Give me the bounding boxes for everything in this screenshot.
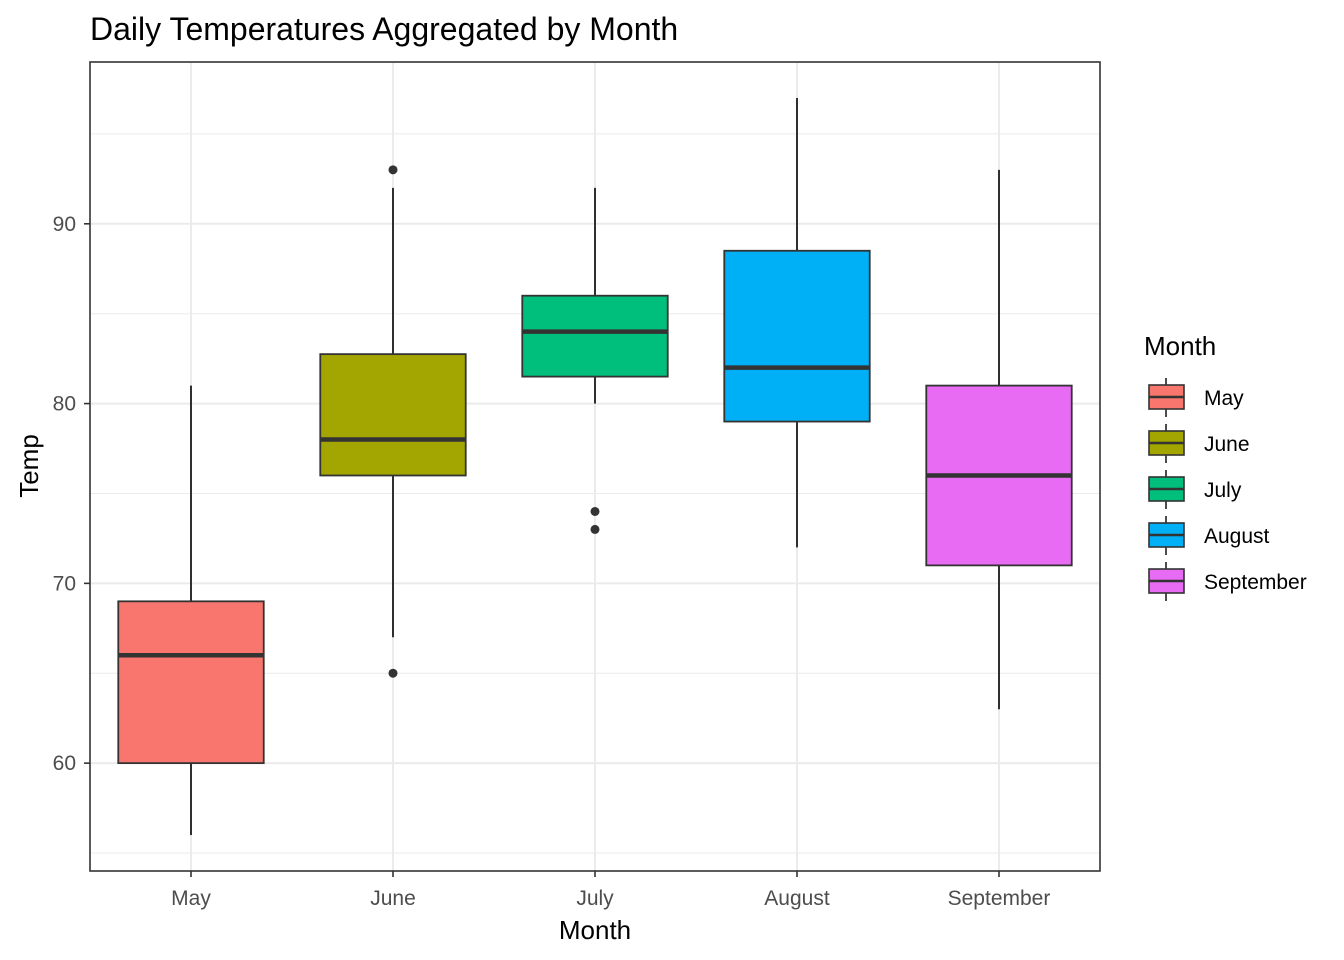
legend-title: Month [1144,331,1216,361]
outlier-point [590,524,600,534]
box-body [521,294,669,378]
box-body [319,353,467,477]
legend-label: September [1204,571,1307,594]
x-axis-title: Month [559,915,631,945]
legend-item-august: August [1148,516,1270,555]
legend-label: August [1204,525,1270,548]
legend-item-july: July [1148,470,1242,509]
legend-label: July [1204,479,1242,502]
outlier-point [388,668,398,678]
x-tick-label: June [370,887,416,910]
y-tick-label: 80 [53,393,76,416]
box-body [117,600,265,765]
box-september [925,169,1073,710]
y-axis-title: Temp [14,434,44,498]
x-tick-label: September [948,887,1051,910]
legend-label: June [1204,433,1250,456]
x-tick-label: May [171,887,211,910]
y-axis: 60 70 80 90 [53,213,90,775]
box-june [319,165,467,678]
y-tick-label: 60 [53,752,76,775]
box-body [723,249,871,423]
y-tick-label: 70 [53,572,76,595]
x-tick-label: August [764,887,830,910]
x-axis: May June July August September [171,871,1050,910]
box-july [521,187,669,534]
legend-item-june: June [1148,424,1250,463]
box-series [117,97,1073,836]
legend-label: May [1204,387,1244,410]
box-august [723,97,871,548]
box-may [117,385,265,836]
legend-item-september: September [1148,562,1307,601]
chart-title: Daily Temperatures Aggregated by Month [90,11,678,47]
outlier-point [590,506,600,516]
x-tick-label: July [576,887,614,910]
legend: Month May June July August September [1144,331,1307,601]
outlier-point [388,165,398,175]
y-tick-label: 90 [53,213,76,236]
legend-item-may: May [1148,378,1244,417]
